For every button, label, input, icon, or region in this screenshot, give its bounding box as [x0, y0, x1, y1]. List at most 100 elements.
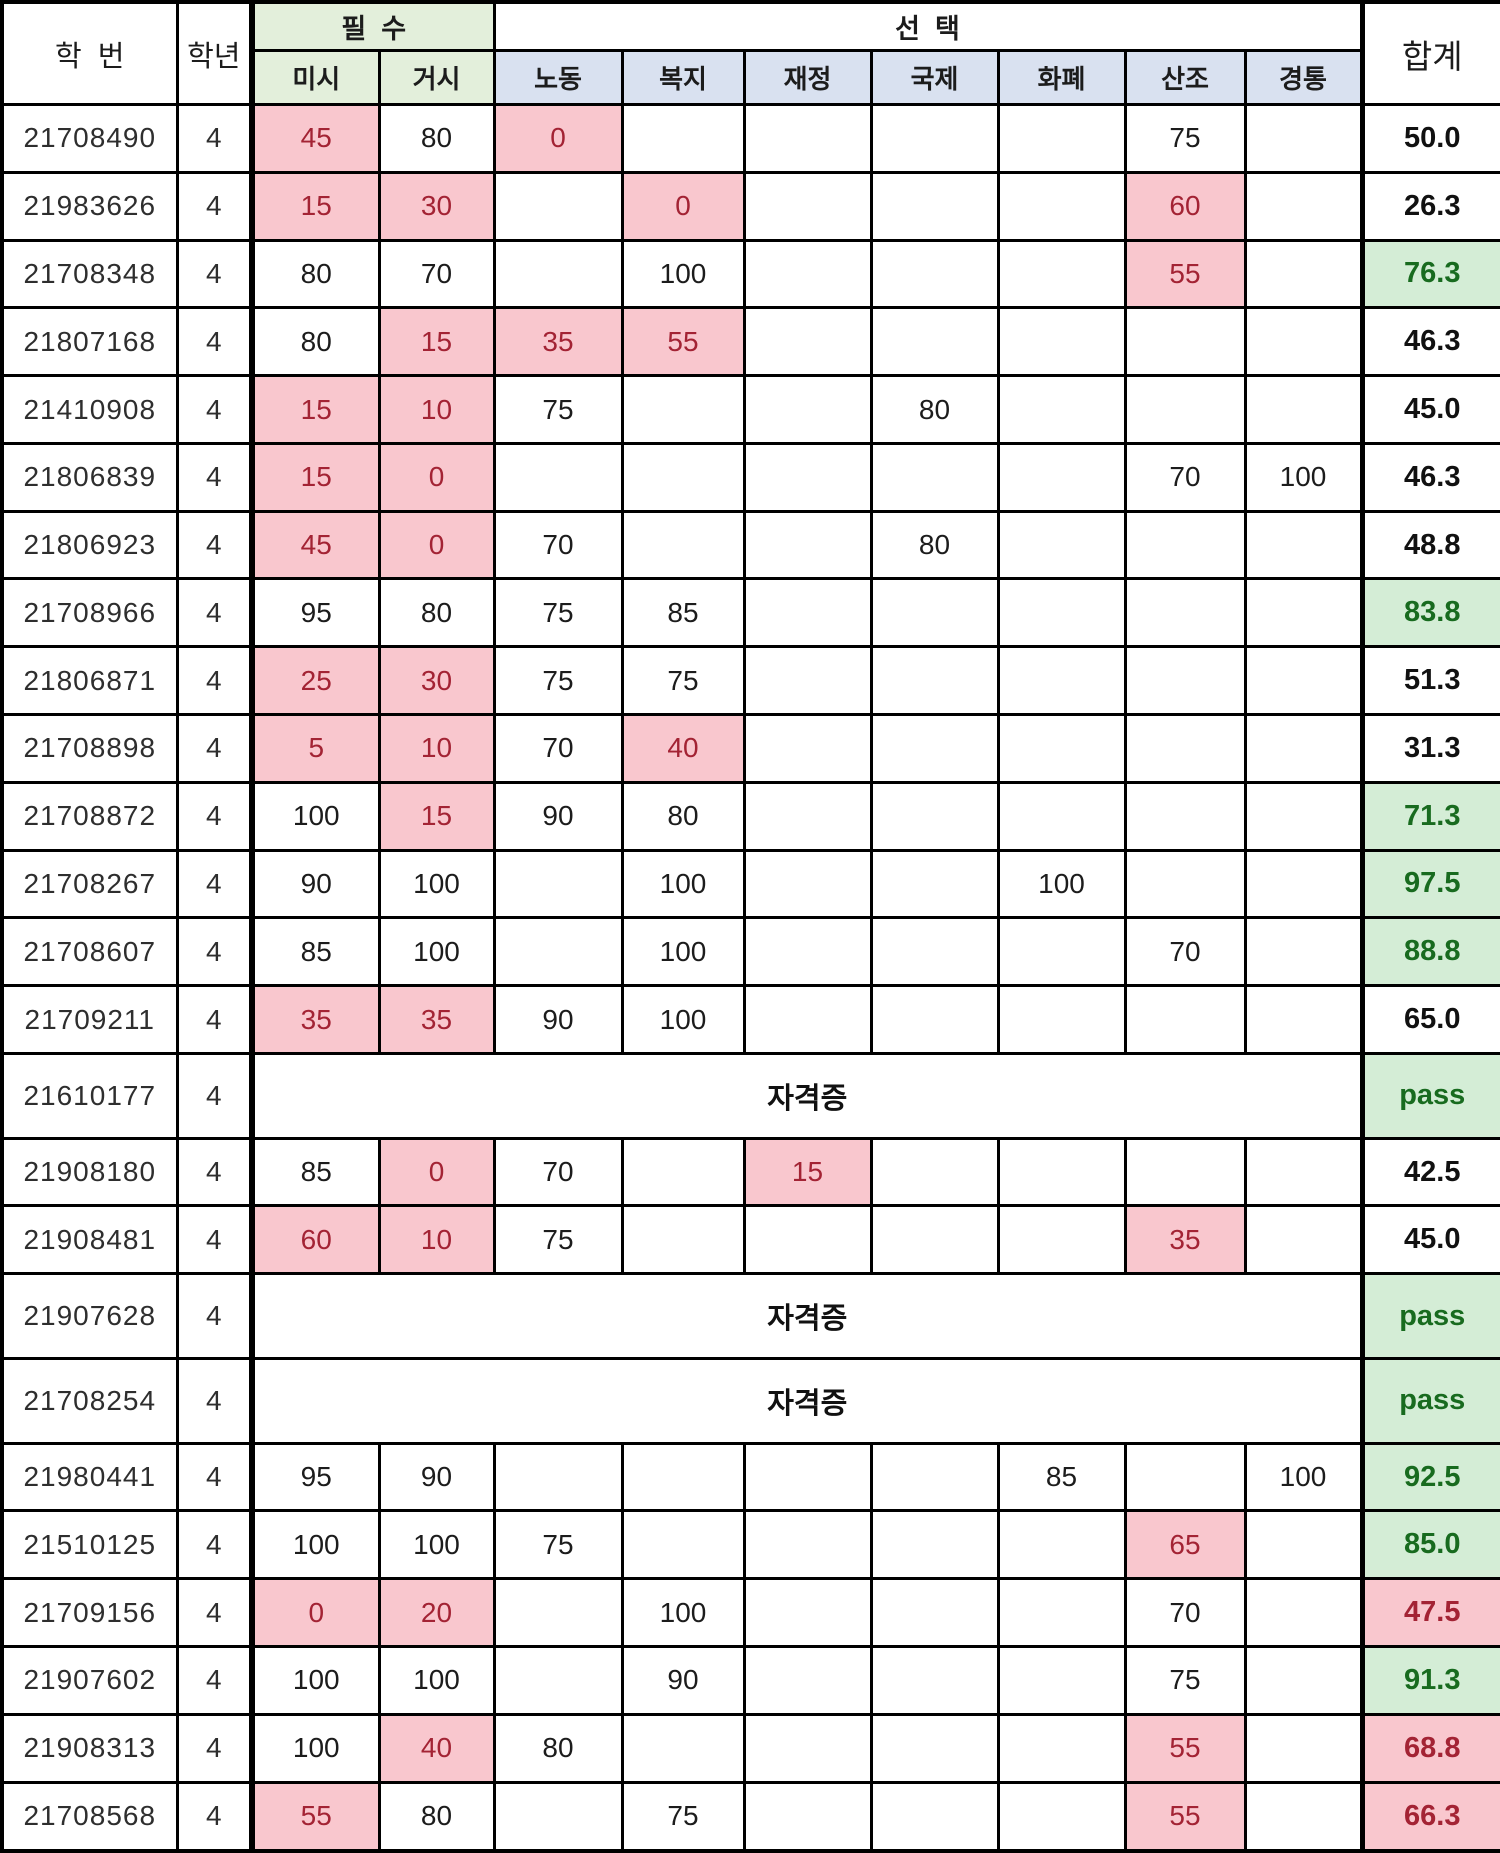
- score-cell-misi: 100: [249, 1645, 381, 1716]
- score-cell-gukje: [869, 1441, 1000, 1513]
- score-cell-jaejeong: [742, 1441, 873, 1513]
- score-cell-bokji: 100: [620, 848, 746, 920]
- score-cell-gukje: [869, 1712, 1000, 1784]
- student-id-cell: 21806923: [0, 509, 179, 581]
- table-row: 21908313 4 100 40 80 55 68.8: [0, 1712, 1500, 1784]
- score-cell-nodong: 75: [492, 1509, 624, 1581]
- score-cell-gyeongtong: 100: [1243, 441, 1364, 513]
- student-id-cell: 21410908: [0, 374, 179, 445]
- total-cell: 31.3: [1359, 713, 1500, 784]
- student-id-cell: 21806871: [0, 645, 179, 717]
- score-cell-sanjo: 60: [1123, 170, 1247, 242]
- score-cell-gukje: 80: [869, 509, 1000, 581]
- score-cell-bokji: [620, 1441, 746, 1513]
- score-cell-nodong: 80: [492, 1712, 624, 1784]
- table-row: 21806871 4 25 30 75 75 51.3: [0, 645, 1500, 717]
- year-cell: 4: [175, 1272, 254, 1360]
- student-id-cell: 21709156: [0, 1577, 179, 1649]
- score-cell-hwapye: [996, 1136, 1127, 1208]
- score-cell-gyeongtong: [1243, 1136, 1364, 1208]
- score-cell-jaejeong: [742, 1645, 873, 1716]
- student-id-cell: 21908313: [0, 1712, 179, 1784]
- score-cell-nodong: [492, 1441, 624, 1513]
- table-row: 21708872 4 100 15 90 80 71.3: [0, 780, 1500, 852]
- score-cell-hwapye: [996, 374, 1127, 445]
- score-cell-geosi: 30: [377, 645, 496, 717]
- total-cell: 51.3: [1359, 645, 1500, 717]
- year-cell: 4: [175, 509, 254, 581]
- score-cell-nodong: 75: [492, 374, 624, 445]
- score-cell-bokji: 100: [620, 1577, 746, 1649]
- student-id-cell: 21708490: [0, 103, 179, 174]
- score-cell-jaejeong: [742, 984, 873, 1055]
- score-cell-geosi: 15: [377, 306, 496, 378]
- score-cell-hwapye: [996, 170, 1127, 242]
- score-cell-bokji: [620, 1509, 746, 1581]
- score-cell-sanjo: [1123, 984, 1247, 1055]
- score-cell-jaejeong: [742, 1712, 873, 1784]
- score-cell-nodong: 0: [492, 103, 624, 174]
- score-cell-gukje: [869, 780, 1000, 852]
- score-cell-gukje: [869, 238, 1000, 310]
- score-cell-sanjo: [1123, 848, 1247, 920]
- student-id-cell: 21708966: [0, 577, 179, 649]
- student-id-cell: 21907628: [0, 1272, 179, 1360]
- score-cell-jaejeong: [742, 306, 873, 378]
- column-header-student-id: 학 번: [0, 0, 179, 106]
- grade-table-body: 21708490 4 45 80 0 75 50.0 21983626 4 15 30 0 60 26.3…: [0, 103, 1500, 1853]
- score-cell-sanjo: [1123, 1441, 1247, 1513]
- year-cell: 4: [175, 1356, 254, 1445]
- score-cell-nodong: 35: [492, 306, 624, 378]
- score-cell-sanjo: [1123, 306, 1247, 378]
- table-row: 21908180 4 85 0 70 15 42.5: [0, 1136, 1500, 1208]
- student-id-cell: 21708568: [0, 1780, 179, 1853]
- score-cell-hwapye: [996, 1780, 1127, 1853]
- score-cell-gukje: [869, 441, 1000, 513]
- year-cell: 4: [175, 1204, 254, 1276]
- total-cell: 46.3: [1359, 306, 1500, 378]
- table-row: 21907602 4 100 100 90 75 91.3: [0, 1645, 1500, 1716]
- score-cell-hwapye: 85: [996, 1441, 1127, 1513]
- student-id-cell: 21708607: [0, 916, 179, 988]
- student-id-cell: 21907602: [0, 1645, 179, 1716]
- column-header-sanjo: 산조: [1123, 49, 1247, 106]
- score-cell-nodong: [492, 916, 624, 988]
- score-cell-sanjo: 75: [1123, 103, 1247, 174]
- student-id-cell: 21610177: [0, 1051, 179, 1140]
- score-cell-sanjo: 55: [1123, 1780, 1247, 1853]
- score-cell-hwapye: [996, 1509, 1127, 1581]
- score-cell-geosi: 0: [377, 1136, 496, 1208]
- score-cell-hwapye: [996, 509, 1127, 581]
- year-cell: 4: [175, 1645, 254, 1716]
- column-header-total: 합계: [1359, 0, 1500, 106]
- score-cell-geosi: 10: [377, 713, 496, 784]
- score-cell-hwapye: [996, 103, 1127, 174]
- score-cell-gyeongtong: [1243, 1712, 1364, 1784]
- score-cell-misi: 60: [249, 1204, 381, 1276]
- year-cell: 4: [175, 780, 254, 852]
- total-cell: 92.5: [1359, 1441, 1500, 1513]
- score-cell-geosi: 80: [377, 1780, 496, 1853]
- total-cell: 47.5: [1359, 1577, 1500, 1649]
- score-cell-misi: 35: [249, 984, 381, 1055]
- score-cell-gukje: [869, 1645, 1000, 1716]
- year-cell: 4: [175, 238, 254, 310]
- table-row: 21708607 4 85 100 100 70 88.8: [0, 916, 1500, 988]
- year-cell: 4: [175, 713, 254, 784]
- score-cell-geosi: 100: [377, 916, 496, 988]
- score-cell-nodong: 75: [492, 1204, 624, 1276]
- score-cell-sanjo: 65: [1123, 1509, 1247, 1581]
- score-cell-misi: 80: [249, 238, 381, 310]
- score-cell-misi: 100: [249, 1509, 381, 1581]
- score-cell-misi: 95: [249, 577, 381, 649]
- score-cell-geosi: 70: [377, 238, 496, 310]
- score-cell-gyeongtong: [1243, 1645, 1364, 1716]
- total-cell: 46.3: [1359, 441, 1500, 513]
- score-cell-geosi: 80: [377, 577, 496, 649]
- score-cell-bokji: [620, 103, 746, 174]
- total-cell: 71.3: [1359, 780, 1500, 852]
- score-cell-gukje: [869, 645, 1000, 717]
- total-cell: 42.5: [1359, 1136, 1500, 1208]
- table-row: 21708348 4 80 70 100 55 76.3: [0, 238, 1500, 310]
- score-cell-sanjo: 70: [1123, 441, 1247, 513]
